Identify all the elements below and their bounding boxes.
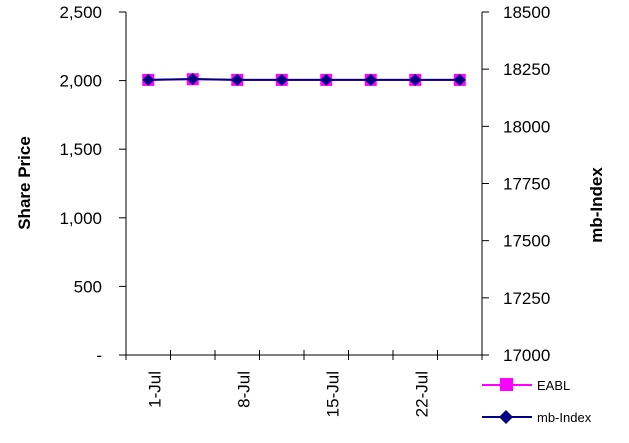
right-tick-label: 18250 <box>503 60 550 79</box>
data-point-mb-index <box>186 72 199 85</box>
left-tick-label: - <box>96 346 102 365</box>
plot-area <box>125 12 483 356</box>
left-tick-label: 2,500 <box>59 3 102 22</box>
legend: EABL mb-Index <box>482 378 592 425</box>
x-ticks: 1-Jul 8-Jul 15-Jul 22-Jul <box>125 350 483 417</box>
x-tick-label: 22-Jul <box>412 371 431 417</box>
left-tick-label: 1,500 <box>59 140 102 159</box>
right-tick-label: 17250 <box>503 289 550 308</box>
legend-eabl-marker <box>500 378 513 391</box>
legend-item-eabl: EABL <box>482 378 570 393</box>
data-point-mb-index <box>142 73 155 86</box>
data-point-mb-index <box>275 73 288 86</box>
legend-item-mb-index: mb-Index <box>482 410 592 425</box>
series-line-mb-index <box>148 77 460 81</box>
legend-mb-index-marker <box>499 410 513 424</box>
left-y-ticks: - 500 1,000 1,500 2,000 2,500 <box>59 3 126 365</box>
data-point-mb-index <box>364 73 377 86</box>
x-tick-label: 1-Jul <box>145 371 164 408</box>
data-point-mb-index <box>320 73 333 86</box>
data-point-mb-index <box>409 73 422 86</box>
right-tick-label: 17000 <box>503 346 550 365</box>
right-tick-label: 18500 <box>503 3 550 22</box>
right-tick-label: 17750 <box>503 175 550 194</box>
left-tick-label: 2,000 <box>59 72 102 91</box>
right-y-ticks: 17000 17250 17500 17750 18000 18250 18500 <box>482 3 550 365</box>
data-point-mb-index <box>231 73 244 86</box>
legend-eabl-label: EABL <box>537 378 570 393</box>
right-tick-label: 17500 <box>503 232 550 251</box>
left-tick-label: 1,000 <box>59 209 102 228</box>
right-tick-label: 18000 <box>503 117 550 136</box>
x-tick-label: 15-Jul <box>323 371 342 417</box>
x-tick-label: 8-Jul <box>234 371 253 408</box>
legend-mb-index-label: mb-Index <box>537 410 592 425</box>
data-point-mb-index <box>453 73 466 86</box>
left-axis-title: Share Price <box>15 136 34 230</box>
left-tick-label: 500 <box>74 277 102 296</box>
series-layer <box>142 72 466 86</box>
right-axis-title: mb-Index <box>587 167 606 243</box>
